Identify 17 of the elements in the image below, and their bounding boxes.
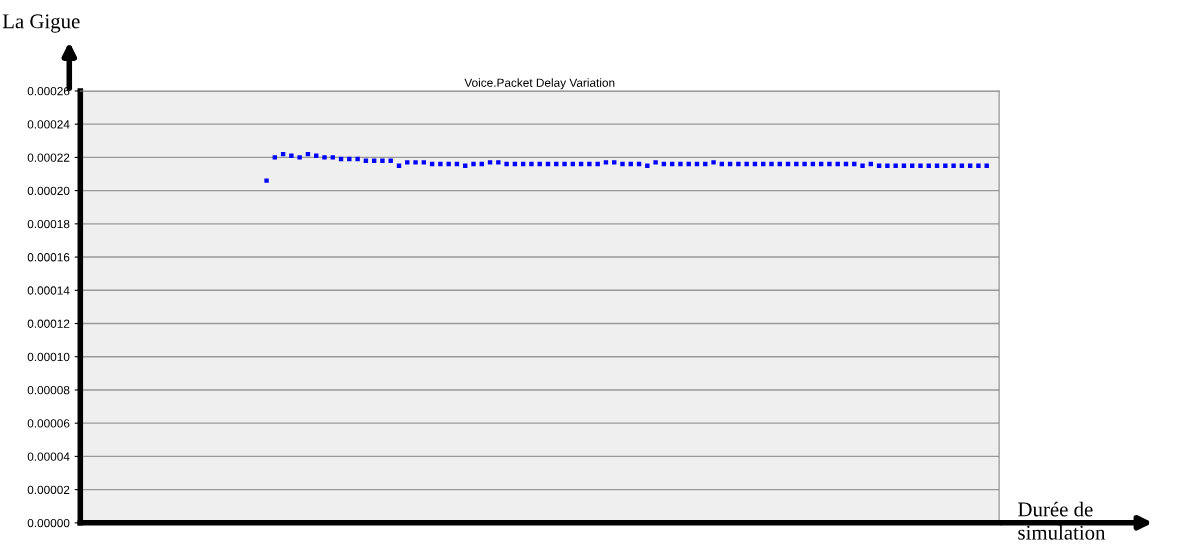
y-tick-label: 0.00004 [27, 452, 70, 461]
y-tick-label: 0.00020 [27, 186, 70, 196]
y-tick-label: 0.00022 [27, 153, 70, 162]
y-tick-label: 0.00006 [27, 419, 70, 428]
y-tick-label: 0.00012 [27, 319, 70, 328]
y-tick-label: 0.00026 [27, 86, 70, 96]
y-tick-label: 0.00024 [27, 120, 70, 129]
y-tick-label: 0.00002 [27, 485, 70, 495]
y-tick-label: 0.00010 [27, 352, 70, 362]
x-axis-title: Durée de simulation [1018, 501, 1106, 540]
y-tick-label: 0.00018 [27, 219, 70, 229]
y-tick-label: 0.00014 [27, 286, 70, 295]
y-axis-title: La Gigue [2, 14, 80, 33]
y-tick-label: 0.00016 [27, 253, 70, 262]
y-tick-label: 0.00000 [27, 518, 70, 528]
y-tick-label: 0.00008 [27, 385, 70, 395]
chart-title: Voice.Packet Delay Variation [464, 78, 615, 90]
